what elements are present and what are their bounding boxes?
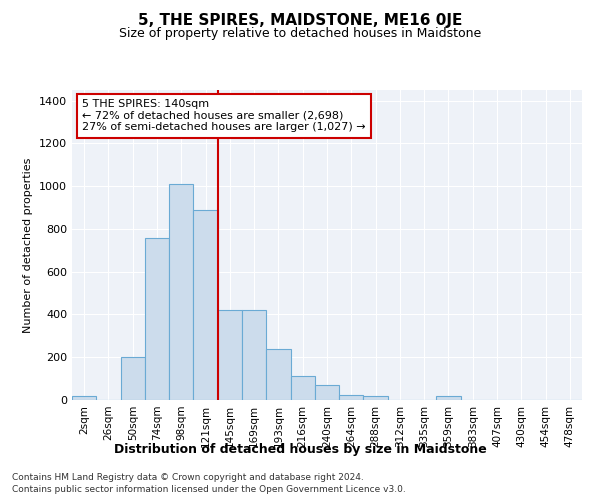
- Y-axis label: Number of detached properties: Number of detached properties: [23, 158, 34, 332]
- Bar: [218, 310, 242, 400]
- Text: 5, THE SPIRES, MAIDSTONE, ME16 0JE: 5, THE SPIRES, MAIDSTONE, ME16 0JE: [138, 12, 462, 28]
- Bar: [364, 396, 388, 400]
- Bar: [169, 184, 193, 400]
- Bar: [121, 357, 145, 400]
- Bar: [242, 310, 266, 400]
- Text: Distribution of detached houses by size in Maidstone: Distribution of detached houses by size …: [113, 442, 487, 456]
- Text: Contains public sector information licensed under the Open Government Licence v3: Contains public sector information licen…: [12, 485, 406, 494]
- Bar: [266, 348, 290, 400]
- Bar: [290, 376, 315, 400]
- Text: Size of property relative to detached houses in Maidstone: Size of property relative to detached ho…: [119, 28, 481, 40]
- Text: 5 THE SPIRES: 140sqm
← 72% of detached houses are smaller (2,698)
27% of semi-de: 5 THE SPIRES: 140sqm ← 72% of detached h…: [82, 100, 366, 132]
- Bar: [315, 385, 339, 400]
- Bar: [145, 238, 169, 400]
- Bar: [339, 394, 364, 400]
- Text: Contains HM Land Registry data © Crown copyright and database right 2024.: Contains HM Land Registry data © Crown c…: [12, 472, 364, 482]
- Bar: [193, 210, 218, 400]
- Bar: [436, 396, 461, 400]
- Bar: [72, 396, 96, 400]
